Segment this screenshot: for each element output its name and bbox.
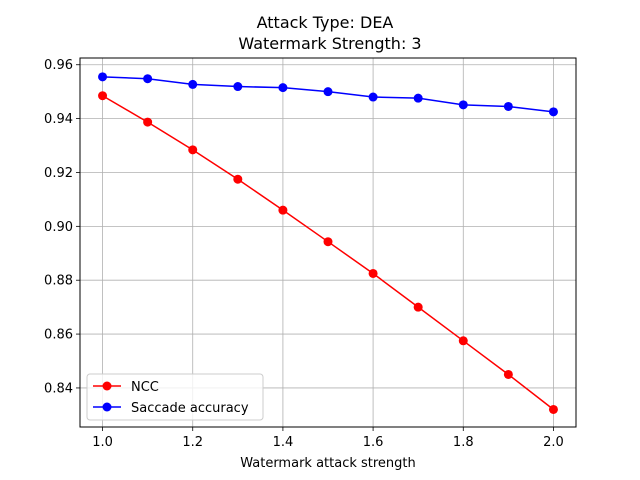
legend-marker-ncc xyxy=(102,381,112,391)
legend-box xyxy=(86,373,264,421)
x-tick-label: 2.0 xyxy=(543,435,564,450)
y-tick-label: 0.86 xyxy=(44,328,73,343)
data-point-saccade-accuracy xyxy=(233,82,243,92)
data-point-ncc xyxy=(98,91,108,101)
data-point-saccade-accuracy xyxy=(323,87,333,97)
data-point-ncc xyxy=(233,174,243,184)
y-tick-label: 0.96 xyxy=(44,58,73,73)
data-point-ncc xyxy=(548,404,558,414)
x-tick-label: 1.0 xyxy=(92,435,113,450)
data-point-ncc xyxy=(368,268,378,278)
data-point-ncc xyxy=(143,117,153,127)
chart-title: Attack Type: DEA xyxy=(257,13,394,32)
x-tick-label: 1.6 xyxy=(363,435,384,450)
data-point-saccade-accuracy xyxy=(368,92,378,102)
plot-frame xyxy=(79,57,577,428)
legend-marker-saccade-accuracy xyxy=(102,402,112,412)
y-tick-label: 0.88 xyxy=(44,274,73,289)
plot-series xyxy=(98,72,558,414)
data-point-saccade-accuracy xyxy=(458,100,468,110)
data-point-ncc xyxy=(323,237,333,247)
data-point-saccade-accuracy xyxy=(413,93,423,103)
data-point-saccade-accuracy xyxy=(503,101,513,111)
y-tick-label: 0.90 xyxy=(44,220,73,235)
data-point-saccade-accuracy xyxy=(548,107,558,117)
data-point-ncc xyxy=(503,369,513,379)
y-axis-ticks: 0.84 0.86 0.88 0.90 0.92 0.94 0.96 xyxy=(44,58,80,396)
grid-lines xyxy=(80,58,576,427)
data-point-saccade-accuracy xyxy=(98,72,108,82)
x-axis-ticks: 1.0 1.2 1.4 1.6 1.8 2.0 xyxy=(92,427,564,450)
x-axis-label: Watermark attack strength xyxy=(240,456,416,471)
data-point-ncc xyxy=(458,336,468,346)
data-point-ncc xyxy=(188,145,198,155)
x-tick-label: 1.8 xyxy=(453,435,474,450)
x-tick-label: 1.4 xyxy=(273,435,294,450)
y-tick-label: 0.92 xyxy=(44,166,73,181)
data-point-saccade-accuracy xyxy=(143,74,153,84)
y-tick-label: 0.94 xyxy=(44,112,73,127)
data-point-saccade-accuracy xyxy=(278,83,288,93)
legend-label-ncc: NCC xyxy=(131,380,159,395)
data-point-ncc xyxy=(413,302,423,312)
y-tick-label: 0.84 xyxy=(44,381,73,396)
data-point-saccade-accuracy xyxy=(188,79,198,89)
data-point-ncc xyxy=(278,205,288,215)
x-tick-label: 1.2 xyxy=(182,435,203,450)
chart-subtitle: Watermark Strength: 3 xyxy=(238,34,421,53)
legend: NCC Saccade accuracy xyxy=(86,373,264,421)
legend-label-saccade-accuracy: Saccade accuracy xyxy=(131,401,249,416)
